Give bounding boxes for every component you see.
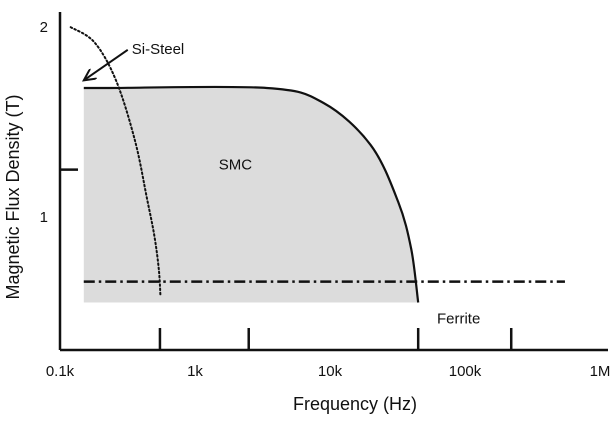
series-fill-0: [83, 86, 419, 303]
x-tick-label-4: 1M: [590, 363, 611, 380]
annotation-1: Si-Steel: [132, 41, 185, 58]
x-axis-label: Frequency (Hz): [293, 394, 417, 414]
series-line-0: [83, 85, 420, 303]
annotation-arrow-1: [84, 48, 129, 81]
x-tick-label-3: 100k: [449, 363, 482, 380]
x-tick-label-1: 1k: [187, 363, 203, 380]
x-tick-label-0: 0.1k: [46, 363, 75, 380]
series-line-1: [69, 26, 162, 298]
x-tick-label-2: 10k: [318, 363, 343, 380]
y-tick-label-1: 2: [40, 19, 48, 36]
annotation-2: Ferrite: [437, 310, 480, 327]
y-tick-label-0: 1: [40, 209, 48, 226]
y-axis-label: Magnetic Flux Density (T): [3, 94, 23, 299]
annotation-0: SMC: [219, 157, 253, 174]
